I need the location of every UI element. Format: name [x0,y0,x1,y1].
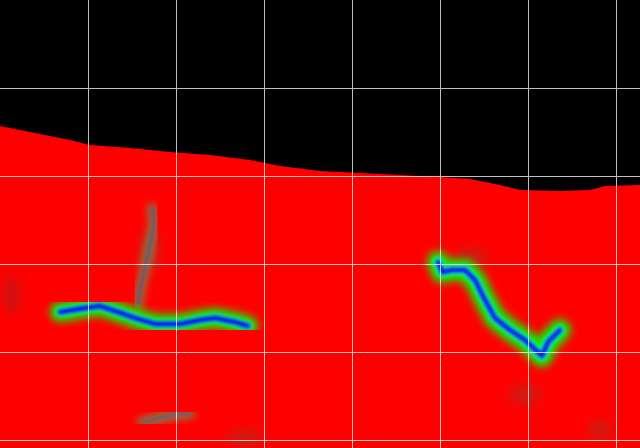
left-horizontal-trace [50,296,258,336]
right-diagonal-trace [427,251,571,367]
left-vertical-trace [133,203,160,310]
bottom-small-trace [137,409,195,427]
faint-smudges [4,228,612,446]
red-field [0,126,640,448]
